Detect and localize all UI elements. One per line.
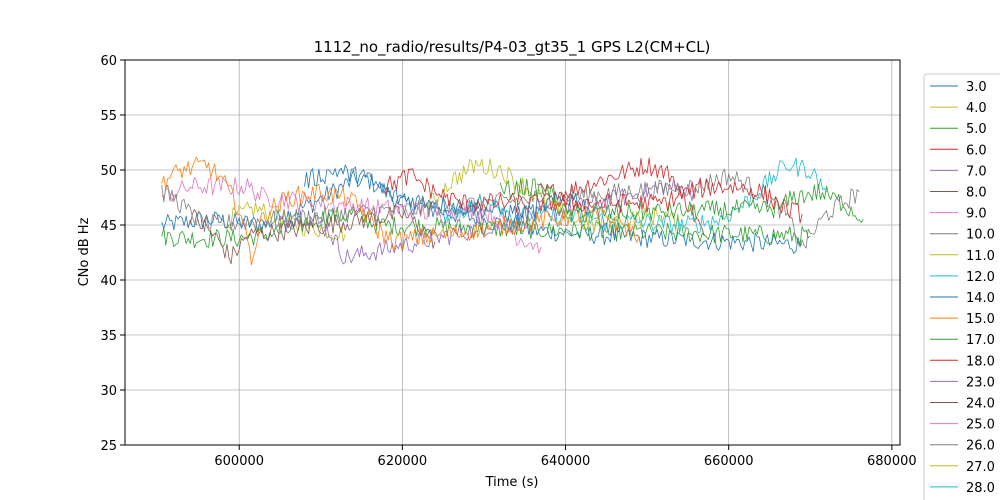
legend-label: 10.0 <box>966 228 995 243</box>
x-axis-label: Time (s) <box>485 475 539 490</box>
grid-lines <box>125 59 900 446</box>
legend-label: 24.0 <box>966 397 995 412</box>
legend-label: 12.0 <box>966 270 995 285</box>
legend-label: 17.0 <box>966 333 995 348</box>
y-tick-label: 50 <box>100 164 117 179</box>
series-line-11.0 <box>426 158 681 233</box>
y-tick-label: 35 <box>100 329 117 344</box>
legend-label: 15.0 <box>966 312 995 327</box>
legend-label: 28.0 <box>966 481 995 496</box>
legend-label: 23.0 <box>966 375 995 390</box>
legend-label: 26.0 <box>966 439 995 454</box>
legend-label: 5.0 <box>966 122 987 137</box>
series-line-17.0 <box>499 178 864 223</box>
x-tick-label: 680000 <box>867 454 917 469</box>
legend-label: 6.0 <box>966 143 987 158</box>
legend-label: 18.0 <box>966 354 995 369</box>
legend-frame <box>923 73 1000 500</box>
series-line-14.0 <box>304 164 615 237</box>
series-line-10.0 <box>161 168 860 249</box>
chart-title: 1112_no_radio/results/P4-03_gt35_1 GPS L… <box>314 38 711 57</box>
legend-label: 4.0 <box>966 101 987 116</box>
legend-label: 7.0 <box>966 164 987 179</box>
y-axis-label: CNo dB Hz <box>77 217 92 286</box>
y-tick-label: 30 <box>100 384 117 399</box>
legend-label: 11.0 <box>966 249 995 264</box>
legend-label: 8.0 <box>966 186 987 201</box>
y-tick-label: 55 <box>100 109 117 124</box>
x-tick-label: 640000 <box>541 454 591 469</box>
axis-ticks: 600000 620000 640000 660000 680000 25 30 35 40 45… <box>100 54 916 469</box>
series-line-5.0 <box>161 206 811 249</box>
legend: 3.0 4.0 5.0 6.0 7.0 8.0 9.0 10.0 11.0 12.0 14.0 15.… <box>923 73 1000 500</box>
series-line-9.0 <box>161 176 542 254</box>
y-tick-label: 60 <box>100 54 117 69</box>
series-line-8.0 <box>189 205 436 265</box>
legend-label: 14.0 <box>966 291 995 306</box>
x-tick-label: 620000 <box>378 454 428 469</box>
series-line-12.0 <box>442 157 827 234</box>
x-tick-label: 660000 <box>704 454 754 469</box>
series-line-18.0 <box>385 168 803 224</box>
axes-frame <box>124 59 901 446</box>
y-tick-label: 40 <box>100 274 117 289</box>
y-tick-label: 25 <box>100 439 117 454</box>
legend-label: 25.0 <box>966 418 995 433</box>
series-line-15.0 <box>161 156 640 266</box>
plot-series <box>161 156 864 266</box>
x-tick-label: 600000 <box>214 454 264 469</box>
legend-label: 9.0 <box>966 207 987 222</box>
legend-label: 3.0 <box>966 80 987 95</box>
legend-label: 27.0 <box>966 460 995 475</box>
y-tick-label: 45 <box>100 219 117 234</box>
